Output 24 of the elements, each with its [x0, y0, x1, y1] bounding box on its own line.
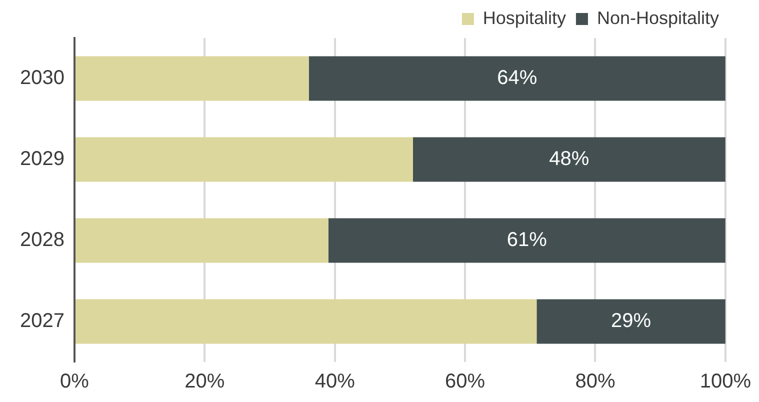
data-label: 48% [549, 148, 590, 170]
legend-label: Non-Hospitality [596, 8, 719, 28]
x-tick-label: 100% [700, 370, 752, 393]
bar [75, 299, 537, 344]
y-tick-label: 2030 [20, 67, 64, 90]
data-label: 64% [497, 67, 538, 90]
bar [75, 137, 413, 182]
x-tick-label: 40% [314, 370, 356, 393]
bar [328, 218, 726, 263]
bar [308, 56, 726, 101]
x-tick-label: 0% [60, 370, 90, 393]
y-tick-label: 2029 [20, 148, 64, 170]
bar [75, 56, 309, 101]
x-tick-label: 60% [445, 370, 486, 393]
data-label: 29% [611, 310, 652, 332]
legend-label: Hospitality [482, 8, 566, 28]
y-tick-label: 2027 [20, 310, 64, 332]
data-label: 61% [506, 229, 548, 252]
bar [75, 218, 328, 263]
x-tick-label: 20% [184, 370, 225, 393]
bar [536, 299, 726, 344]
x-tick-label: 80% [575, 370, 616, 393]
y-tick-label: 2028 [20, 229, 64, 252]
bar [412, 137, 726, 182]
